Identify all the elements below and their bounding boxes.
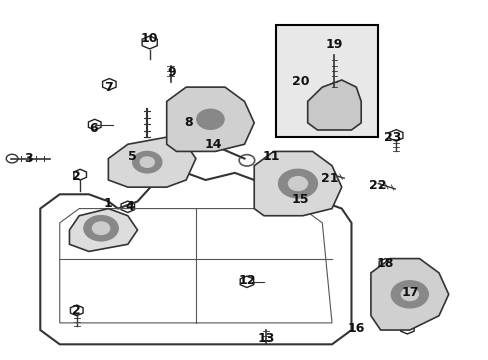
Text: 6: 6 [89,122,98,135]
Text: 12: 12 [238,274,255,287]
PathPatch shape [370,258,448,330]
Text: 1: 1 [104,197,113,210]
Text: 17: 17 [400,286,418,299]
Text: 10: 10 [141,32,158,45]
Text: 14: 14 [203,138,221,151]
Circle shape [197,109,224,129]
Circle shape [390,281,427,308]
Text: 21: 21 [320,172,338,185]
PathPatch shape [108,137,196,187]
Circle shape [92,222,110,235]
PathPatch shape [166,87,254,152]
Text: 2: 2 [72,304,81,317]
Text: 8: 8 [184,116,192,129]
Circle shape [278,169,317,198]
PathPatch shape [69,208,137,251]
Text: 4: 4 [125,200,134,213]
Text: 16: 16 [347,322,364,335]
PathPatch shape [307,80,361,130]
Bar [276,24,377,137]
Text: 11: 11 [262,150,280,163]
Text: 2: 2 [72,170,81,183]
Text: 9: 9 [167,66,176,79]
Text: 20: 20 [291,75,308,88]
Text: 3: 3 [24,152,32,165]
Text: 15: 15 [291,193,308,206]
Text: 19: 19 [325,38,343,51]
Circle shape [140,157,154,167]
Text: 22: 22 [369,179,386,192]
Circle shape [132,152,162,173]
Circle shape [287,176,307,191]
Circle shape [84,216,118,241]
PathPatch shape [254,152,341,216]
Text: 23: 23 [384,131,401,144]
Text: 13: 13 [257,333,275,346]
Text: 18: 18 [376,257,393,270]
Text: 7: 7 [104,81,113,94]
Text: 5: 5 [128,150,137,163]
Circle shape [400,288,418,301]
